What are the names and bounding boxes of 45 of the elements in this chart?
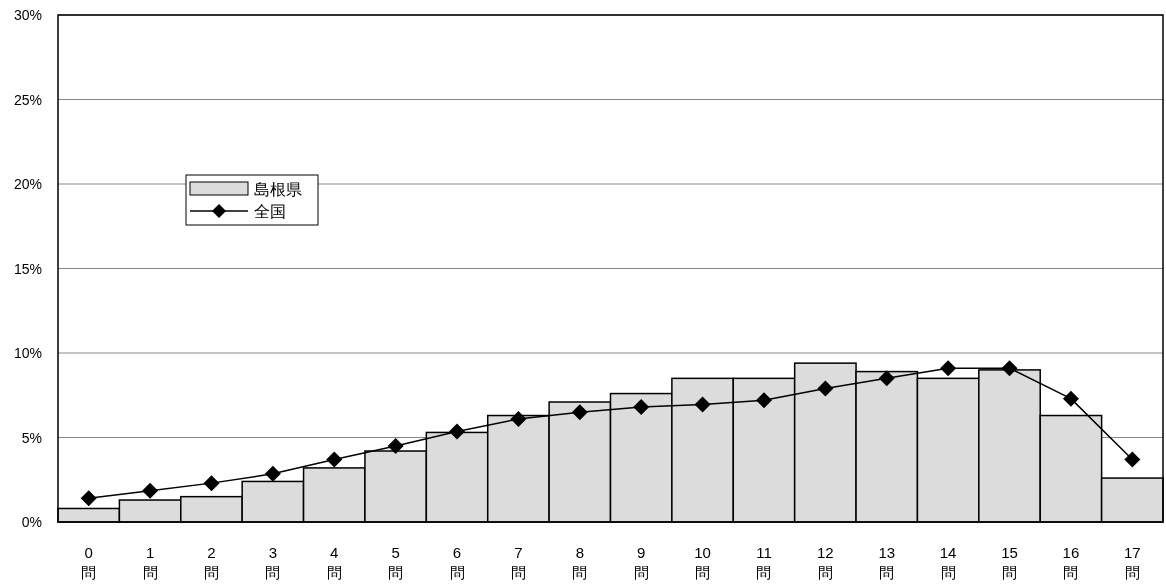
point <box>449 423 466 440</box>
x-tick-label: 5 問 <box>388 544 404 581</box>
y-tick-label: 20% <box>13 176 42 192</box>
point <box>817 380 834 397</box>
point <box>633 399 650 416</box>
point <box>694 396 711 413</box>
x-tick-label: 7 問 <box>510 544 526 581</box>
point <box>203 475 220 492</box>
y-tick-label: 0% <box>21 514 42 530</box>
x-tick-label: 4 問 <box>326 544 342 581</box>
point <box>878 370 895 387</box>
x-tick-label: 13 問 <box>878 544 896 581</box>
y-tick-label: 15% <box>13 260 42 277</box>
x-tick-label: 17 問 <box>1123 544 1141 581</box>
point <box>1001 360 1018 377</box>
x-tick-label: 0 問 <box>81 544 97 581</box>
x-tick-label: 6 問 <box>449 544 465 581</box>
x-tick-label: 10 問 <box>694 544 711 581</box>
point <box>755 392 772 409</box>
x-tick-label: 1 問 <box>142 544 158 581</box>
point <box>80 490 97 507</box>
point <box>387 437 404 454</box>
point <box>1124 451 1141 468</box>
point <box>326 451 343 468</box>
x-tick-label: 9 問 <box>633 544 649 581</box>
legend-label: 島根県 <box>254 181 302 198</box>
point <box>1062 390 1079 407</box>
x-tick-label: 3 問 <box>265 544 281 581</box>
y-tick-label: 10% <box>13 345 42 361</box>
x-tick-label: 14 問 <box>939 544 957 581</box>
point <box>571 404 588 421</box>
point <box>510 410 527 427</box>
y-tick-label: 30% <box>13 7 42 23</box>
x-tick-label: 8 問 <box>572 544 588 581</box>
x-tick-label: 12 問 <box>817 544 834 581</box>
point <box>940 360 957 377</box>
point <box>142 482 159 499</box>
legend-label: 全国 <box>254 203 286 220</box>
y-tick-label: 25% <box>13 91 42 108</box>
x-tick-label: 16 問 <box>1062 544 1080 581</box>
x-tick-label: 2 問 <box>203 544 219 581</box>
x-tick-label: 11 問 <box>756 544 772 581</box>
y-tick-label: 5% <box>21 429 42 446</box>
point <box>264 465 281 482</box>
x-tick-label: 15 問 <box>1001 544 1018 581</box>
